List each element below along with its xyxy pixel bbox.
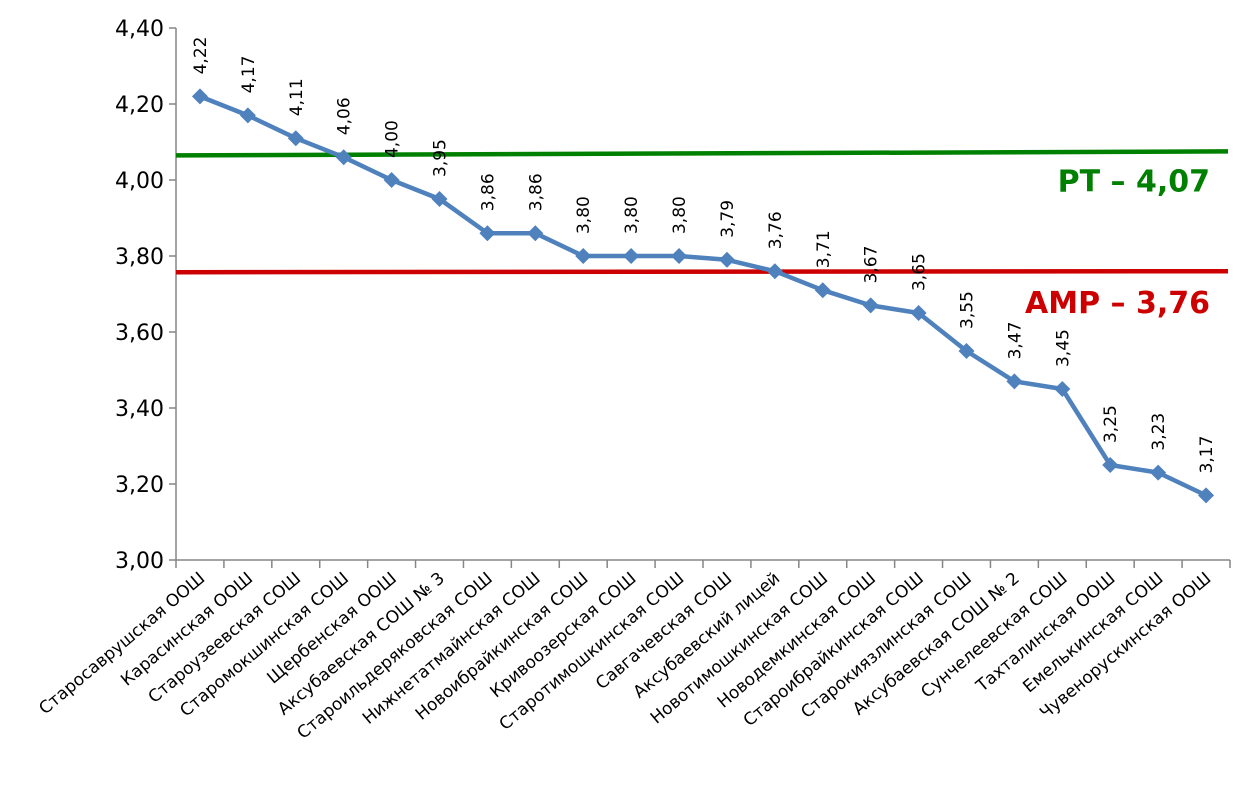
y-tick-label: 4,40 <box>115 17 164 42</box>
reference-line-label: РТ – 4,07 <box>1058 164 1210 199</box>
data-point <box>239 107 256 124</box>
data-point <box>623 248 640 264</box>
data-label: 3,17 <box>1197 436 1217 474</box>
reference-line <box>175 268 1229 275</box>
data-label: 3,23 <box>1149 413 1169 451</box>
data-point <box>1006 373 1023 390</box>
y-tick-label: 4,00 <box>115 169 164 194</box>
data-point <box>814 282 831 299</box>
data-point <box>1054 381 1071 397</box>
data-label: 3,80 <box>622 196 642 234</box>
data-label: 3,45 <box>1053 329 1073 367</box>
data-label: 3,80 <box>670 196 690 234</box>
data-label: 4,00 <box>383 120 403 158</box>
data-point <box>527 225 544 242</box>
data-label: 3,47 <box>1005 322 1025 360</box>
data-point <box>431 191 448 207</box>
y-axis-ticks: 3,00 3,20 3,40 3,60 3,80 4,00 4,20 4,40 <box>115 17 176 574</box>
reference-line <box>175 149 1229 158</box>
data-label: 3,86 <box>478 173 498 211</box>
data-point <box>862 297 879 314</box>
y-tick-label: 3,00 <box>115 549 164 574</box>
data-point <box>958 343 975 359</box>
data-label: 4,22 <box>191 37 211 75</box>
data-label: 3,71 <box>814 230 834 268</box>
data-label: 3,25 <box>1101 405 1121 443</box>
reference-lines: РТ – 4,07 АМР – 3,76 <box>175 149 1229 321</box>
data-label: 3,76 <box>766 211 786 249</box>
data-point <box>1150 464 1167 481</box>
data-point <box>191 88 208 105</box>
data-labels: 4,22 4,17 4,11 4,06 4,00 3,95 3,86 3,86 3,80 3,80… <box>191 37 1217 474</box>
series-line <box>199 94 1208 498</box>
data-point <box>766 263 783 280</box>
reference-line-label: АМР – 3,76 <box>1025 286 1210 321</box>
data-point <box>479 225 496 242</box>
data-label: 3,67 <box>862 246 882 284</box>
data-label: 3,95 <box>431 139 451 177</box>
y-tick-label: 4,20 <box>115 93 164 118</box>
y-tick-label: 3,80 <box>115 245 164 270</box>
y-tick-label: 3,40 <box>115 397 164 422</box>
y-tick-label: 3,20 <box>115 473 164 498</box>
data-label: 3,80 <box>574 196 594 234</box>
data-label: 3,86 <box>526 173 546 211</box>
data-point <box>383 172 400 188</box>
data-point <box>671 248 688 264</box>
data-label: 4,06 <box>335 97 355 135</box>
data-points <box>191 88 1215 504</box>
data-point <box>910 305 927 321</box>
data-label: 3,79 <box>718 200 738 238</box>
data-label: 3,55 <box>958 291 978 329</box>
data-point <box>287 130 304 147</box>
data-point <box>1102 457 1119 473</box>
data-label: 4,11 <box>287 78 307 116</box>
y-tick-label: 3,60 <box>115 321 164 346</box>
data-point <box>1198 487 1215 504</box>
data-point <box>718 251 735 268</box>
data-point <box>575 248 592 264</box>
data-point <box>335 149 352 166</box>
data-label: 3,65 <box>910 253 930 291</box>
data-label: 4,17 <box>239 56 259 94</box>
